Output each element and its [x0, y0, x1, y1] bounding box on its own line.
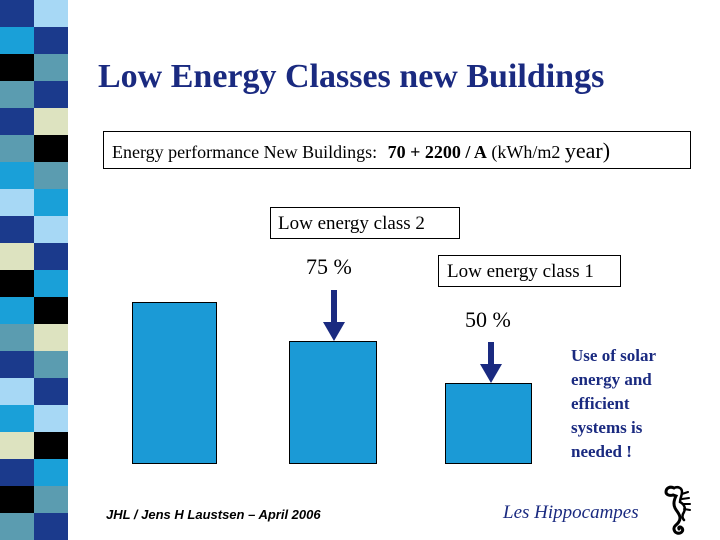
formula-label: Energy performance New Buildings: — [112, 142, 378, 162]
slide-title: Low Energy Classes new Buildings — [98, 58, 605, 95]
note-line: energy and — [571, 370, 652, 389]
seahorse-icon — [664, 485, 691, 535]
class1-percent: 50 % — [465, 307, 511, 332]
footer-author: JHL / Jens H Laustsen – April 2006 — [106, 507, 321, 522]
note-line: systems is — [571, 418, 643, 437]
solar-note: Use of solar energy and efficient system… — [571, 344, 681, 464]
class2-label-box: Low energy class 2 — [270, 207, 460, 239]
decorative-side-strip — [0, 0, 68, 540]
note-line: efficient — [571, 394, 630, 413]
down-arrow-icon — [480, 342, 502, 383]
formula-unit: (kWh/m2 — [491, 142, 561, 162]
reference-bar — [132, 302, 217, 464]
formula-expression: 70 + 2200 / A — [387, 142, 487, 162]
class2-bar — [289, 341, 377, 464]
down-arrow-icon — [323, 290, 345, 341]
class1-label-box: Low energy class 1 — [438, 255, 621, 287]
note-line: needed ! — [571, 442, 632, 461]
formula-box: Energy performance New Buildings: 70 + 2… — [103, 131, 691, 169]
footer-brand: Les Hippocampes — [503, 502, 639, 523]
formula-unit-end: year) — [564, 138, 611, 163]
class2-percent: 75 % — [306, 254, 352, 279]
note-line: Use of solar — [571, 346, 656, 365]
class1-bar — [445, 383, 532, 464]
